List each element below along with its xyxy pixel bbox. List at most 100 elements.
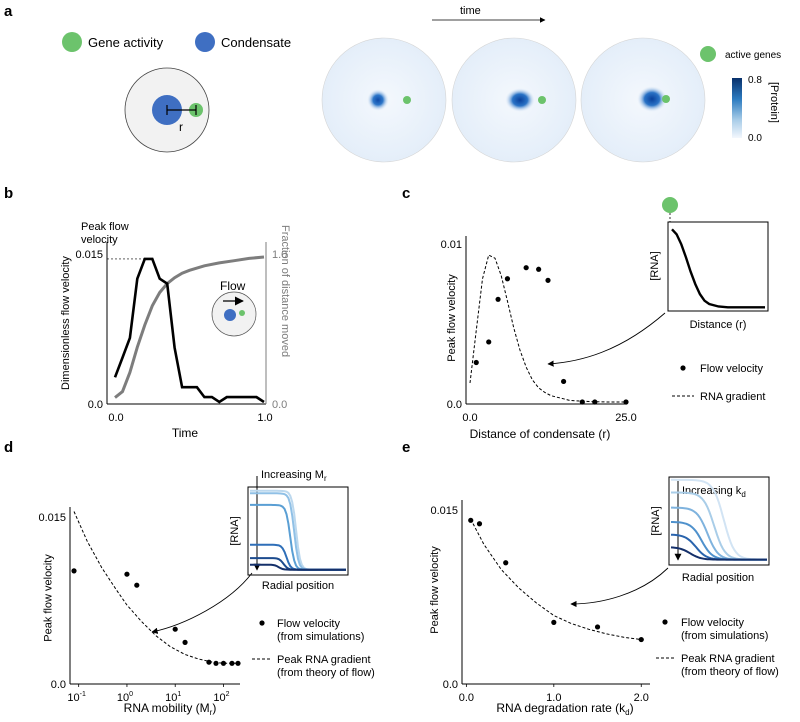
b-xtick-0: 0.0 (108, 412, 123, 424)
panel-d-label: d (4, 439, 13, 456)
d-callout-arrow (151, 572, 253, 634)
active-gene-dot (662, 95, 670, 103)
d-point (206, 659, 212, 665)
c-xtick-1: 25.0 (615, 412, 636, 424)
e-inset-rna-profile (670, 546, 767, 561)
active-gene-dot (403, 96, 411, 104)
colorbar (732, 78, 742, 138)
condensate-blob (367, 89, 389, 111)
c-point (495, 296, 501, 302)
active-genes-icon (700, 46, 716, 62)
d-point (213, 660, 219, 666)
d-point (124, 571, 130, 577)
d-point (220, 660, 227, 666)
e-point (476, 521, 483, 527)
panel-e: e Peak flow velocity RNA degradation rat… (402, 439, 779, 717)
c-ytick-1: 0.01 (441, 239, 462, 251)
d-point (182, 639, 188, 646)
c-xtick-0: 0.0 (462, 412, 477, 424)
legend-gene-activity: Gene activity (88, 35, 164, 50)
e-callout-arrow (570, 567, 669, 608)
b-y2tick-0: 0.0 (272, 399, 287, 411)
d-point (235, 660, 241, 666)
c-legend-line: RNA gradient (700, 391, 765, 403)
colorbar-max: 0.8 (748, 75, 762, 86)
panel-d: d Peak flow velocity RNA mobility (Mr) [… (4, 439, 375, 717)
r-label: r (179, 120, 183, 134)
e-legend-points-1: Flow velocity (681, 617, 744, 629)
d-xtick-label: 102 (213, 691, 229, 704)
c-callout-arrow (547, 312, 666, 367)
panel-c: c Peak flow velocity Distance of condens… (402, 185, 769, 441)
e-legend-point-icon (662, 619, 668, 625)
d-inset-rna-profile (250, 563, 346, 571)
condensate-blob (637, 86, 667, 112)
e-xlabel: RNA degradation rate (kd) (496, 701, 633, 717)
snapshot-1 (321, 37, 447, 163)
d-legend-points-2: (from simulations) (277, 631, 364, 643)
d-theory-curve (73, 511, 238, 664)
panel-e-label: e (402, 439, 410, 456)
e-ytick-0: 0.0 (443, 679, 458, 691)
d-point (172, 626, 178, 632)
c-inset-gene-icon (662, 197, 678, 213)
d-xtick-label: 100 (117, 691, 133, 704)
c-point (579, 399, 585, 405)
d-ylabel: Peak flow velocity (43, 554, 55, 642)
e-point (638, 636, 644, 643)
b-ytick-0: 0.0 (88, 399, 103, 411)
b-ytick-1: 0.015 (75, 249, 103, 261)
d-ytick-0: 0.0 (51, 679, 66, 691)
e-legend-line-2: (from theory of flow) (681, 666, 779, 678)
d-legend-line-1: Peak RNA gradient (277, 654, 371, 666)
time-label: time (460, 5, 481, 17)
c-point (561, 378, 567, 385)
e-ylabel: Peak flow velocity (429, 546, 441, 634)
c-inset-rna-curve (671, 228, 765, 309)
d-inset-ylabel: [RNA] (229, 516, 241, 545)
b-annotation-line-2: velocity (81, 234, 118, 246)
b-xlabel: Time (172, 426, 199, 440)
c-point (523, 265, 529, 271)
e-legend-points-2: (from simulations) (681, 630, 768, 642)
active-genes-label: active genes (725, 50, 781, 61)
b-y2label: Fraction of distance moved (279, 225, 291, 357)
d-xlabel: RNA mobility (Mr) (124, 701, 217, 717)
c-legend-points: Flow velocity (700, 363, 763, 375)
c-ytick-0: 0.0 (447, 399, 462, 411)
e-inset-xlabel: Radial position (682, 572, 754, 584)
b-ylabel: Dimensionless flow velocity (60, 256, 72, 390)
b-series-fraction (114, 255, 265, 399)
condensate-legend-icon (195, 32, 215, 52)
b-annotation-line-1: Peak flow (81, 221, 129, 233)
c-rna-gradient-curve (469, 254, 626, 403)
c-point (545, 277, 551, 283)
cell-schematic: r (124, 67, 210, 153)
e-xtick-label: 0.0 (459, 692, 474, 704)
e-point (468, 517, 474, 523)
c-point (504, 276, 511, 282)
panel-a-label: a (4, 3, 13, 20)
d-legend-line-2: (from theory of flow) (277, 667, 375, 679)
e-xtick-label: 2.0 (634, 692, 649, 704)
colorbar-label: [Protein] (768, 82, 780, 123)
b-y2tick-1: 1.0 (272, 249, 287, 261)
flow-inset: Flow (211, 279, 257, 337)
c-point (536, 266, 542, 272)
e-theory-curve (470, 518, 642, 641)
legend-condensate: Condensate (221, 35, 291, 50)
b-xtick-1: 1.0 (257, 412, 272, 424)
d-xtick-label: 10-1 (67, 691, 86, 704)
e-legend-line-1: Peak RNA gradient (681, 653, 775, 665)
panel-c-label: c (402, 185, 410, 202)
d-inset-xlabel: Radial position (262, 580, 334, 592)
d-xtick-label: 101 (165, 691, 181, 704)
c-point (592, 399, 598, 405)
d-inset-title: Increasing Mr (261, 469, 327, 483)
d-point (229, 660, 235, 666)
e-point (503, 560, 509, 566)
flow-label: Flow (220, 279, 246, 293)
d-legend-point-icon (259, 620, 265, 626)
